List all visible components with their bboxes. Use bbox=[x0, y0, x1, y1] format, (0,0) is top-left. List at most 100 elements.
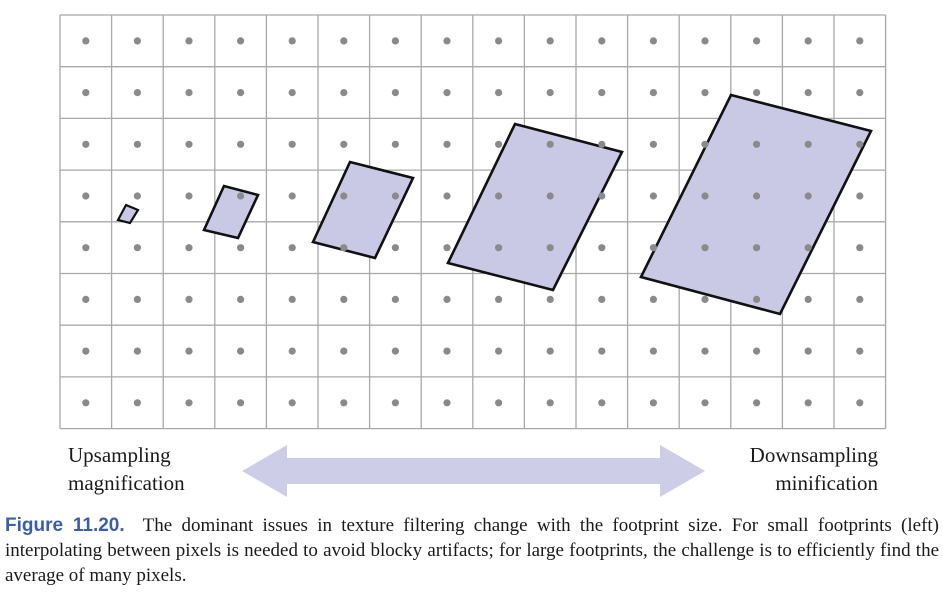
sample-point bbox=[804, 347, 812, 355]
sample-point bbox=[495, 89, 503, 97]
sample-point bbox=[701, 399, 709, 407]
sample-point bbox=[185, 89, 193, 97]
sample-point bbox=[185, 347, 193, 355]
sample-point bbox=[753, 399, 761, 407]
sample-point bbox=[495, 140, 503, 148]
sample-point bbox=[340, 244, 348, 252]
caption-text: The dominant issues in texture filtering… bbox=[5, 515, 939, 586]
sample-point bbox=[598, 347, 606, 355]
sample-point bbox=[82, 37, 90, 45]
sample-point bbox=[133, 399, 141, 407]
sample-point bbox=[804, 192, 812, 200]
sample-point bbox=[701, 192, 709, 200]
sample-point bbox=[340, 89, 348, 97]
sample-point bbox=[649, 37, 658, 45]
sample-point bbox=[288, 89, 296, 97]
sample-point bbox=[185, 192, 193, 200]
sample-point bbox=[82, 347, 90, 355]
sample-point bbox=[856, 140, 864, 148]
sample-point bbox=[753, 37, 761, 45]
sample-point bbox=[391, 140, 399, 148]
sample-point bbox=[82, 399, 90, 407]
sample-point bbox=[598, 399, 606, 407]
footprints bbox=[116, 93, 873, 316]
footprint-5 bbox=[639, 93, 873, 316]
sample-point bbox=[701, 140, 709, 148]
sample-point bbox=[443, 37, 451, 45]
sample-point bbox=[804, 295, 812, 303]
sample-point bbox=[391, 192, 399, 200]
sample-point bbox=[133, 192, 141, 200]
sample-point bbox=[237, 192, 245, 200]
sample-point bbox=[546, 37, 554, 45]
sample-point bbox=[495, 347, 503, 355]
sample-point bbox=[856, 244, 864, 252]
double-arrow-icon bbox=[242, 445, 705, 497]
sample-point bbox=[495, 244, 503, 252]
sample-point bbox=[185, 295, 193, 303]
sample-point bbox=[340, 192, 348, 200]
sample-point bbox=[391, 347, 399, 355]
sample-point bbox=[82, 244, 90, 252]
sample-point bbox=[288, 244, 296, 252]
sample-point bbox=[443, 295, 451, 303]
sample-point bbox=[443, 140, 451, 148]
sample-point bbox=[598, 192, 606, 200]
sample-point bbox=[753, 140, 761, 148]
sample-point bbox=[598, 37, 606, 45]
sample-point bbox=[546, 89, 554, 97]
sample-point bbox=[856, 347, 864, 355]
sample-point bbox=[649, 89, 658, 97]
sample-point bbox=[237, 140, 245, 148]
sample-point bbox=[185, 140, 193, 148]
sample-point bbox=[340, 37, 348, 45]
sample-point bbox=[856, 192, 864, 200]
sample-point bbox=[340, 399, 348, 407]
minification-label: minification bbox=[775, 471, 878, 495]
sample-point bbox=[288, 347, 296, 355]
sample-point bbox=[237, 89, 245, 97]
sample-point bbox=[804, 37, 812, 45]
sample-point bbox=[495, 399, 503, 407]
sample-point bbox=[856, 37, 864, 45]
sample-point bbox=[546, 244, 554, 252]
sample-point bbox=[133, 89, 141, 97]
sample-point bbox=[133, 295, 141, 303]
sample-point bbox=[804, 244, 812, 252]
sample-point bbox=[546, 399, 554, 407]
sample-point bbox=[237, 244, 245, 252]
sample-point bbox=[649, 244, 658, 252]
footprint-4 bbox=[446, 122, 624, 292]
sample-point bbox=[804, 89, 812, 97]
sample-point bbox=[546, 295, 554, 303]
sample-point bbox=[340, 140, 348, 148]
sample-point bbox=[495, 295, 503, 303]
sample-point bbox=[495, 192, 503, 200]
sample-point bbox=[649, 347, 658, 355]
sample-point bbox=[701, 244, 709, 252]
sample-point bbox=[649, 192, 658, 200]
sample-point bbox=[443, 244, 451, 252]
sample-point bbox=[443, 89, 451, 97]
upsampling-label: Upsampling bbox=[68, 443, 171, 467]
sample-point bbox=[856, 399, 864, 407]
sample-point bbox=[391, 37, 399, 45]
sample-point bbox=[443, 192, 451, 200]
sample-point bbox=[649, 140, 658, 148]
sample-point bbox=[804, 399, 812, 407]
sample-point bbox=[598, 244, 606, 252]
sample-point bbox=[753, 295, 761, 303]
sample-point bbox=[340, 347, 348, 355]
sample-point bbox=[82, 295, 90, 303]
sample-point bbox=[82, 192, 90, 200]
figure-number: Figure 11.20. bbox=[5, 515, 125, 536]
sample-point bbox=[391, 244, 399, 252]
sample-point bbox=[598, 89, 606, 97]
sample-point bbox=[753, 192, 761, 200]
sample-point bbox=[133, 37, 141, 45]
sample-point bbox=[391, 399, 399, 407]
sample-point bbox=[185, 399, 193, 407]
sample-point bbox=[701, 347, 709, 355]
figure-caption: Figure 11.20. The dominant issues in text… bbox=[5, 513, 939, 588]
